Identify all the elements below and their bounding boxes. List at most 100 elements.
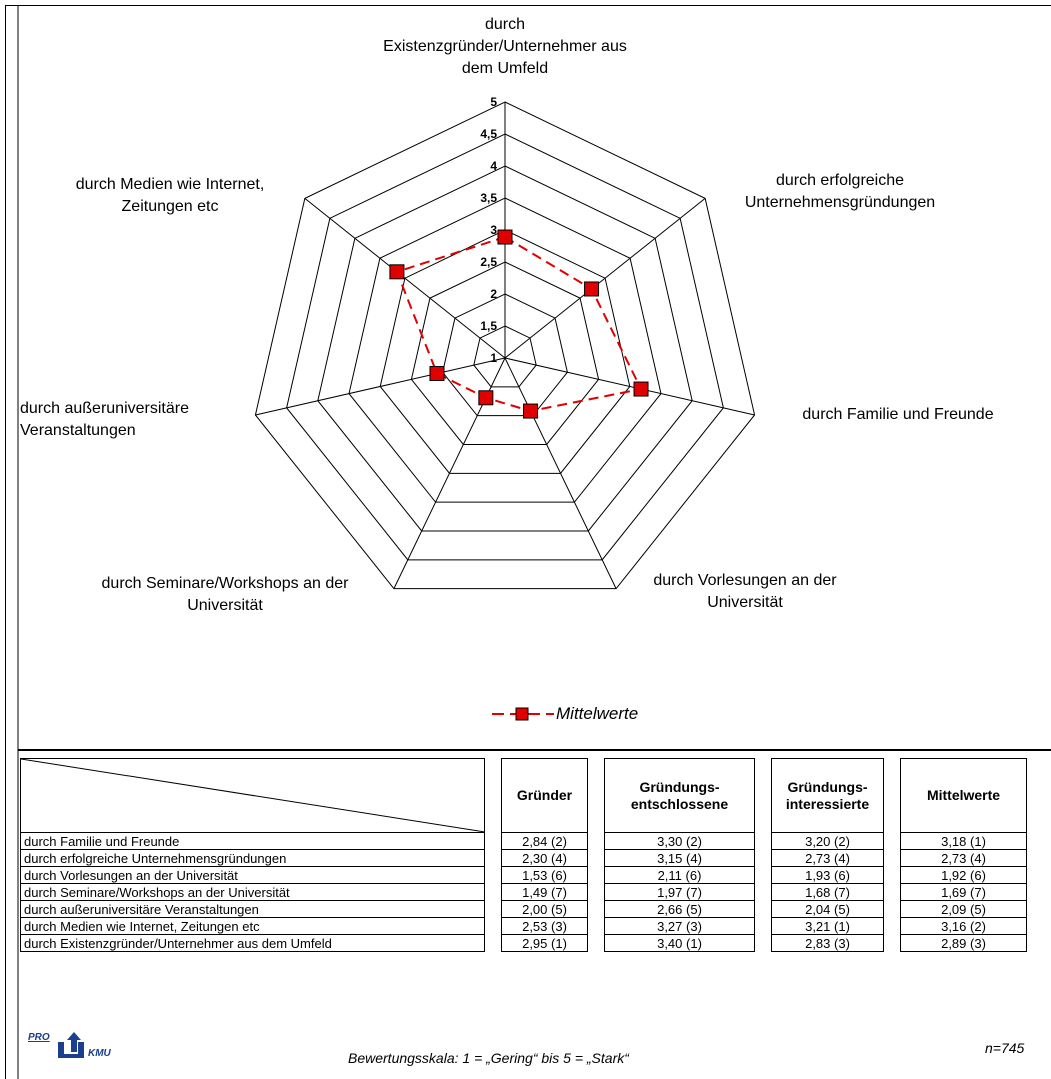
row-label: durch Existenzgründer/Unternehmer aus de… bbox=[20, 934, 485, 952]
row-value-cell: 2,73 (4) bbox=[771, 849, 884, 867]
row-label: durch außeruniversitäre Veranstaltungen bbox=[20, 900, 485, 918]
grid-ring-1 bbox=[473, 325, 537, 388]
axis-label-familie: durch Familie und Freunde bbox=[802, 406, 994, 423]
row-value-cell: 2,09 (5) bbox=[900, 900, 1027, 918]
row-value-cell: 1,97 (7) bbox=[604, 883, 755, 901]
tick-label-0: 1 bbox=[490, 351, 497, 365]
row-value-cell: 1,93 (6) bbox=[771, 866, 884, 884]
legend-label: Mittelwerte bbox=[556, 704, 639, 723]
row-label: durch Seminare/Workshops an der Universi… bbox=[20, 883, 485, 901]
grid-ring-5 bbox=[348, 197, 662, 503]
row-value-cell: 2,66 (5) bbox=[604, 900, 755, 918]
tick-label-7: 4,5 bbox=[480, 127, 497, 141]
axis-label-umfeld: durch Existenzgründer/Unternehmer aus de… bbox=[383, 16, 627, 77]
grid-spoke-6 bbox=[304, 197, 506, 359]
tick-label-3: 2,5 bbox=[480, 255, 497, 269]
grid-ring-3 bbox=[410, 261, 600, 445]
row-value-cell: 1,68 (7) bbox=[771, 883, 884, 901]
grid-spoke-3 bbox=[504, 357, 617, 589]
table-corner-cell bbox=[20, 758, 485, 833]
row-value-cell: 2,83 (3) bbox=[771, 934, 884, 952]
tick-label-2: 2 bbox=[490, 287, 497, 301]
header-mittelwerte: Mittelwerte bbox=[900, 758, 1027, 833]
data-table: Gründer Gründungs- entschlossene Gründun… bbox=[20, 758, 1027, 952]
radar-grid bbox=[254, 101, 756, 590]
data-point-2 bbox=[633, 381, 649, 397]
table-header-row: Gründer Gründungs- entschlossene Gründun… bbox=[20, 758, 1027, 833]
row-value-cell: 1,49 (7) bbox=[501, 883, 588, 901]
data-point-3 bbox=[523, 403, 539, 419]
table-row: durch außeruniversitäre Veranstaltungen 2… bbox=[20, 900, 1027, 918]
grid-ring-4 bbox=[379, 229, 631, 474]
axis-label-ausseruni: durch außeruniversitäre Veranstaltungen bbox=[20, 400, 189, 439]
row-value-cell: 2,73 (4) bbox=[900, 849, 1027, 867]
tick-label-6: 4 bbox=[490, 159, 497, 173]
row-value-cell: 3,40 (1) bbox=[604, 934, 755, 952]
row-value-cell: 3,21 (1) bbox=[771, 917, 884, 935]
row-value-cell: 2,11 (6) bbox=[604, 866, 755, 884]
table-row: durch erfolgreiche Unternehmensgründunge… bbox=[20, 849, 1027, 867]
row-value-cell: 2,89 (3) bbox=[900, 934, 1027, 952]
row-label: durch Vorlesungen an der Universität bbox=[20, 866, 485, 884]
axis-label-erfolgreiche: durch erfolgreiche Unternehmensgründunge… bbox=[744, 172, 936, 211]
header-gruender: Gründer bbox=[501, 758, 588, 833]
axis-label-vorlesungen: durch Vorlesungen an der Universität bbox=[653, 572, 837, 611]
logo-pro-text: PRO bbox=[28, 1032, 50, 1043]
sample-size: n=745 bbox=[985, 1040, 1025, 1056]
data-point-0 bbox=[497, 229, 513, 245]
row-label: durch erfolgreiche Unternehmensgründunge… bbox=[20, 849, 485, 867]
row-value-cell: 2,84 (2) bbox=[501, 832, 588, 850]
header-entschlossene: Gründungs- entschlossene bbox=[604, 758, 755, 833]
row-value-cell: 3,27 (3) bbox=[604, 917, 755, 935]
scale-note: Bewertungsskala: 1 = „Gering“ bis 5 = „S… bbox=[348, 1050, 629, 1066]
axis-label-medien: durch Medien wie Internet, Zeitungen etc bbox=[75, 176, 265, 215]
logo-u-arrow-icon bbox=[58, 1032, 84, 1058]
data-point-4 bbox=[478, 390, 494, 406]
grid-spoke-5 bbox=[255, 357, 506, 416]
row-value-cell: 3,18 (1) bbox=[900, 832, 1027, 850]
logo-kmu-text: KMU bbox=[88, 1048, 111, 1059]
legend-marker-icon bbox=[492, 707, 554, 721]
header-interessierte: Gründungs- interessierte bbox=[771, 758, 884, 833]
row-value-cell: 1,69 (7) bbox=[900, 883, 1027, 901]
table-row: durch Seminare/Workshops an der Universi… bbox=[20, 883, 1027, 901]
grid-ring-8 bbox=[254, 101, 756, 590]
row-label: durch Medien wie Internet, Zeitungen etc bbox=[20, 917, 485, 935]
grid-ring-2 bbox=[442, 293, 568, 417]
table-row: durch Vorlesungen an der Universität 1,53… bbox=[20, 866, 1027, 884]
radar-series bbox=[389, 229, 649, 419]
data-point-6 bbox=[389, 264, 405, 280]
chart-frame bbox=[5, 5, 1051, 1079]
row-value-cell: 3,30 (2) bbox=[604, 832, 755, 850]
table-row: durch Familie und Freunde 2,84 (2) 3,30 (2… bbox=[20, 832, 1027, 850]
axis-label-seminare: durch Seminare/Workshops an der Universi… bbox=[101, 575, 349, 614]
radar-tick-labels: 1 1,5 2 2,5 3 3,5 4 4,5 5 bbox=[480, 95, 497, 365]
data-point-5 bbox=[429, 366, 445, 382]
row-value-cell: 1,53 (6) bbox=[501, 866, 588, 884]
tick-label-4: 3 bbox=[490, 223, 497, 237]
tick-label-5: 3,5 bbox=[480, 191, 497, 205]
row-label: durch Familie und Freunde bbox=[20, 832, 485, 850]
data-point-1 bbox=[584, 281, 600, 297]
row-value-cell: 2,53 (3) bbox=[501, 917, 588, 935]
tick-label-8: 5 bbox=[490, 95, 497, 109]
table-row: durch Medien wie Internet, Zeitungen etc… bbox=[20, 917, 1027, 935]
corner-diagonal bbox=[21, 759, 485, 832]
tick-label-1: 1,5 bbox=[480, 319, 497, 333]
grid-ring-7 bbox=[286, 133, 724, 561]
row-value-cell: 3,15 (4) bbox=[604, 849, 755, 867]
row-value-cell: 2,30 (4) bbox=[501, 849, 588, 867]
series-line-0 bbox=[395, 235, 643, 413]
row-value-cell: 2,04 (5) bbox=[771, 900, 884, 918]
row-value-cell: 3,20 (2) bbox=[771, 832, 884, 850]
table-row: durch Existenzgründer/Unternehmer aus de… bbox=[20, 934, 1027, 952]
grid-ring-6 bbox=[317, 165, 693, 532]
row-value-cell: 3,16 (2) bbox=[900, 917, 1027, 935]
row-value-cell: 2,95 (1) bbox=[501, 934, 588, 952]
legend: Mittelwerte bbox=[490, 702, 638, 726]
row-value-cell: 1,92 (6) bbox=[900, 866, 1027, 884]
row-value-cell: 2,00 (5) bbox=[501, 900, 588, 918]
grid-spoke-1 bbox=[504, 197, 706, 359]
grid-spoke-2 bbox=[504, 357, 755, 416]
